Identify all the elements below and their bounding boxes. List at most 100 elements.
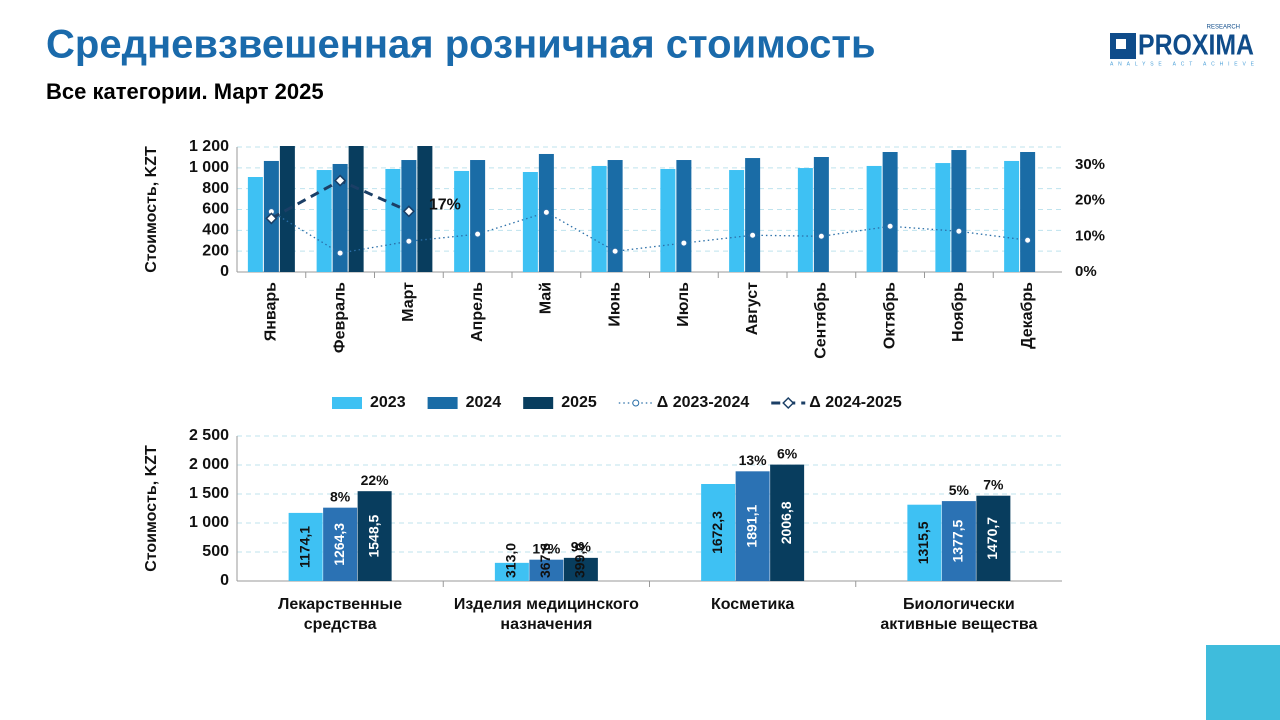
growth-label: 7% [983, 476, 1004, 492]
y-tick-label: 1 000 [189, 514, 229, 531]
logo-tag: RESEARCH [1207, 25, 1240, 31]
legend-swatch [632, 399, 640, 407]
x-tick-label: Май [538, 282, 555, 314]
y-tick-label: 400 [202, 222, 229, 239]
x-tick-label: Косметика [710, 596, 795, 613]
legend-label: Δ 2024-2025 [809, 394, 902, 411]
growth-label: 8% [330, 488, 351, 504]
bar [522, 172, 538, 272]
legend-label: 2023 [370, 394, 406, 411]
bar [935, 163, 951, 272]
value-label: 1470,7 [984, 517, 1000, 560]
bar [770, 464, 805, 581]
x-tick-label: Февраль [331, 282, 348, 353]
bar [316, 170, 332, 272]
bar [323, 507, 358, 581]
line-marker [334, 174, 347, 187]
growth-label: 5% [949, 482, 970, 498]
legend-swatch [782, 396, 795, 410]
y2-tick-label: 10% [1075, 227, 1105, 244]
line-marker [1024, 236, 1032, 244]
bar [1004, 160, 1020, 272]
line-marker [542, 208, 550, 216]
bar [866, 165, 882, 272]
x-tick-label: Октябрь [881, 282, 898, 349]
value-label: 399,0 [572, 543, 588, 578]
bar [745, 158, 761, 272]
bar [607, 160, 623, 272]
bar [247, 177, 263, 272]
bars [247, 146, 1036, 272]
x-tick-label: Август [744, 282, 761, 335]
bar [676, 160, 692, 272]
legend-label: 2024 [466, 394, 502, 411]
bar [1020, 152, 1036, 272]
line-marker [405, 237, 413, 245]
y-tick-label: 1 200 [189, 138, 229, 155]
bar [563, 557, 598, 581]
legend-swatch [332, 397, 362, 409]
line-marker [474, 230, 482, 238]
x-tick-label: Ноябрь [950, 282, 967, 342]
bar [882, 152, 898, 272]
bar [735, 471, 770, 581]
bar [941, 501, 976, 581]
growth-label: 9% [571, 539, 592, 555]
bar [494, 562, 529, 581]
bar [288, 512, 323, 581]
value-label: 1891,1 [743, 505, 759, 548]
logo-name: PROXIMA [1138, 30, 1254, 62]
y2-tick-label: 20% [1075, 192, 1105, 209]
bar [976, 495, 1011, 581]
value-label: 1174,1 [296, 526, 312, 568]
y2-tick-label: 0% [1075, 263, 1097, 280]
bar [348, 146, 364, 272]
x-tick-label: Апрель [469, 282, 486, 342]
y-axis-label: Стоимость, KZT [143, 445, 160, 572]
y-axis-label: Стоимость, KZT [143, 146, 160, 273]
line-marker [611, 247, 619, 255]
y-tick-label: 0 [220, 572, 229, 589]
value-label: 1377,5 [950, 519, 966, 562]
line-marker [402, 205, 415, 218]
bar [470, 160, 486, 272]
y-tick-label: 1 000 [189, 159, 229, 176]
bar [729, 170, 745, 272]
growth-label: 22% [361, 472, 390, 488]
y-tick-label: 0 [220, 263, 229, 280]
legend-swatch [427, 397, 458, 409]
bar [907, 504, 942, 581]
x-tick-label: Лекарственные средства [278, 596, 403, 633]
corner-decoration [1206, 645, 1280, 720]
line-marker [680, 239, 688, 247]
growth-label: 6% [777, 445, 798, 461]
y-tick-label: 200 [202, 242, 229, 259]
x-tick-label: Январь [263, 282, 280, 341]
line-marker [955, 227, 963, 235]
line-marker [265, 212, 278, 225]
bar [951, 150, 967, 272]
title: Средневзвешенная розничная стоимость [46, 23, 876, 67]
y-tick-label: 2 500 [189, 427, 229, 444]
bar [529, 559, 564, 581]
line [271, 211, 1028, 254]
bar [385, 168, 401, 272]
x-tick-label: Изделия медицинского назначения [453, 596, 639, 633]
x-tick-label: Сентябрь [813, 282, 830, 359]
x-tick-label: Июль [675, 282, 692, 327]
line-marker [817, 232, 825, 240]
legend-swatch [523, 397, 554, 409]
bar [813, 157, 829, 272]
value-label: 313,0 [503, 543, 519, 578]
line-marker [749, 231, 757, 239]
y-tick-label: 800 [202, 180, 229, 197]
y-tick-label: 2 000 [189, 456, 229, 473]
growth-label: 13% [739, 452, 768, 468]
bar [454, 170, 470, 272]
y-tick-label: 1 500 [189, 485, 229, 502]
legend-label: 2025 [561, 394, 597, 411]
bar [701, 484, 736, 581]
value-label: 1315,5 [915, 521, 931, 564]
